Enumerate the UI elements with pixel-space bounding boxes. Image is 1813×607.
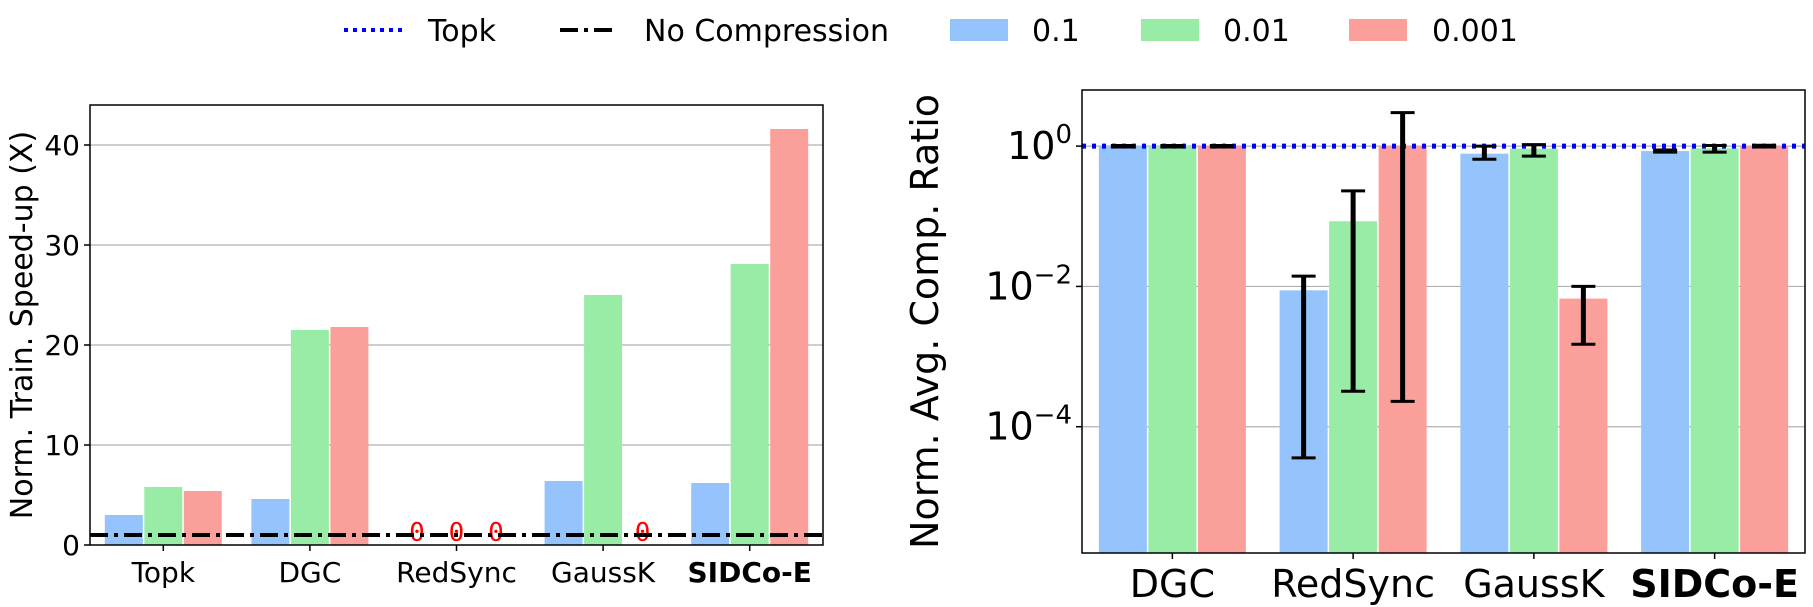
y-tick-label-1e0: 100	[1007, 120, 1072, 168]
legend-item-topk: Topk	[344, 14, 497, 49]
legend-swatch-0-001	[1349, 19, 1407, 41]
bar-sidco-e-0-001	[1740, 146, 1789, 553]
y-axis-label: Norm. Train. Speed-up (X)	[5, 131, 40, 519]
error-bar-sidco-e-0-001	[1752, 143, 1777, 149]
bar-sidco-e-0-1	[1641, 151, 1690, 554]
bar-dgc-0-001	[1197, 146, 1246, 553]
error-bar-gaussk-0-01	[1521, 143, 1546, 158]
legend-item-0-001: 0.001	[1349, 14, 1518, 49]
error-bar-redsync-0-01	[1341, 189, 1366, 393]
bar-gaussk-0-01	[1509, 148, 1558, 553]
error-bar-gaussk-0-1	[1472, 144, 1497, 161]
legend-label-0-1: 0.1	[1032, 14, 1080, 49]
x-tick-label-dgc: DGC	[278, 556, 341, 589]
legend-swatch-0-1	[950, 19, 1008, 41]
speedup-chart: TopkDGCRedSyncGaussKSIDCo-E0000010203040…	[5, 104, 824, 589]
bar-topk-0-1	[104, 515, 143, 545]
error-bar-redsync-0-1	[1291, 274, 1316, 460]
y-tick-label-10: 10	[44, 429, 80, 462]
error-bar-dgc-0-001	[1209, 144, 1234, 149]
bar-dgc-0-1	[1098, 146, 1147, 553]
bar-dgc-0-01	[1148, 146, 1197, 553]
legend: Topk No Compression 0.1 0.01 0.001	[344, 14, 1518, 49]
zero-label-redsync-0-1: 0	[409, 518, 425, 548]
x-tick-label-dgc: DGC	[1130, 562, 1215, 606]
y-tick-label-0: 0	[62, 529, 80, 562]
error-bar-dgc-0-01	[1160, 144, 1185, 149]
x-tick-label-sidco-e: SIDCo-E	[1630, 562, 1799, 606]
legend-label-0-001: 0.001	[1432, 14, 1518, 49]
zero-label-redsync-0-001: 0	[488, 518, 504, 548]
bar-sidco-e-0-001	[770, 129, 809, 545]
x-tick-label-sidco-e: SIDCo-E	[688, 556, 812, 589]
x-tick-label-gaussk: GaussK	[1463, 562, 1605, 606]
legend-label-no-compression: No Compression	[644, 14, 889, 49]
legend-label-topk: Topk	[427, 14, 497, 49]
bar-dgc-0-01	[290, 330, 329, 545]
y-axis-label: Norm. Avg. Comp. Ratio	[903, 94, 947, 549]
error-bar-gaussk-0-001	[1571, 284, 1596, 346]
y-tick-label-1e-4: 10−4	[985, 401, 1072, 449]
bar-dgc-0-1	[251, 499, 290, 545]
x-tick-label-redsync: RedSync	[1271, 562, 1435, 606]
bar-gaussk-0-1	[1460, 153, 1509, 554]
plot-frame	[1081, 89, 1806, 554]
y-tick-label-30: 30	[44, 229, 80, 262]
legend-label-0-01: 0.01	[1223, 14, 1290, 49]
bar-gaussk-0-01	[584, 295, 623, 545]
y-tick-label-1e-2: 10−2	[985, 260, 1072, 308]
y-tick-label-40: 40	[44, 129, 80, 162]
y-tick-label-20: 20	[44, 329, 80, 362]
error-bar-dgc-0-1	[1110, 144, 1135, 149]
bar-sidco-e-0-01	[730, 264, 769, 545]
compression-ratio-chart: DGC RedSync GaussK SIDCo-E 100 10−2 10−4 Norm. …	[903, 89, 1806, 606]
legend-item-0-01: 0.01	[1141, 14, 1290, 49]
x-tick-label-gaussk: GaussK	[551, 556, 656, 589]
plot-frame	[89, 104, 824, 546]
x-tick-label-topk: Topk	[131, 556, 196, 589]
x-tick-label-redsync: RedSync	[396, 556, 517, 589]
error-bar-sidco-e-0-1	[1653, 148, 1678, 154]
legend-swatch-0-01	[1141, 19, 1199, 41]
bar-dgc-0-001	[330, 327, 369, 545]
legend-item-no-compression: No Compression	[560, 14, 889, 49]
legend-item-0-1: 0.1	[950, 14, 1080, 49]
error-bar-sidco-e-0-01	[1702, 144, 1727, 154]
error-bar-redsync-0-001	[1390, 111, 1415, 403]
bar-sidco-e-0-01	[1690, 148, 1739, 553]
